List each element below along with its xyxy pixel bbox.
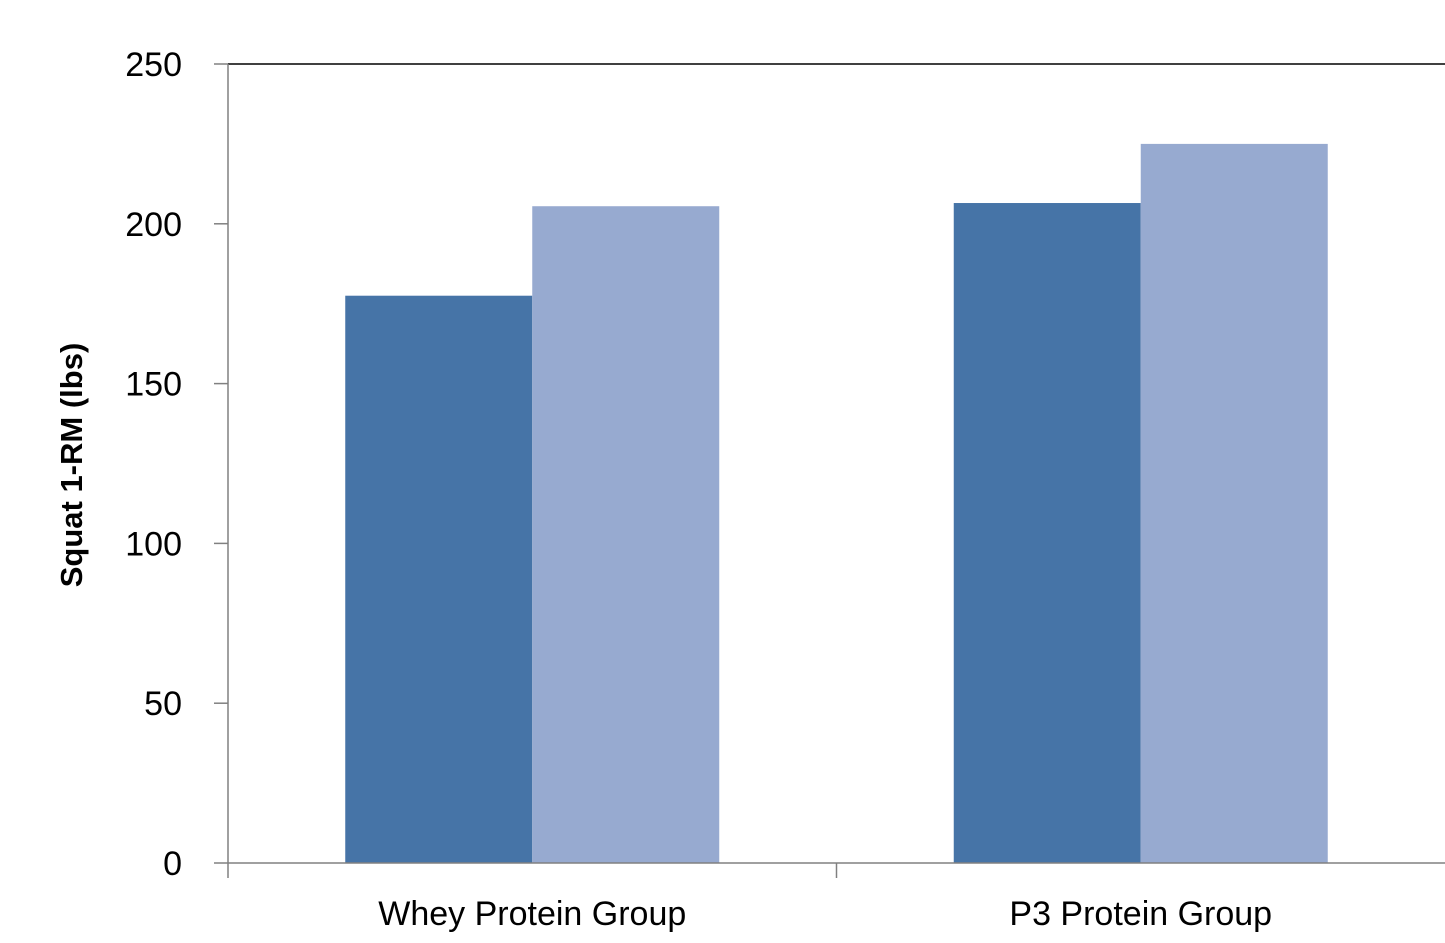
y-ticks-layer: 0 50 100 150 200 250 <box>125 46 228 883</box>
bars-layer <box>345 143 1328 864</box>
y-tick-label: 150 <box>125 366 182 404</box>
x-tick-label: P3 Protein Group <box>1009 895 1272 933</box>
y-tick-label: 0 <box>163 845 182 883</box>
bar-1-series-2 <box>532 206 720 864</box>
bar-2-series-1 <box>953 203 1141 863</box>
y-tick-label: 250 <box>125 46 182 84</box>
x-tick-label: Whey Protein Group <box>378 895 686 933</box>
y-tick-label: 50 <box>144 685 182 723</box>
y-tick-label: 200 <box>125 206 182 244</box>
bar-1-series-1 <box>345 295 533 864</box>
y-axis-title: Squat 1-RM (lbs) <box>54 343 89 588</box>
bar-2-series-2 <box>1140 143 1328 863</box>
x-ticks-layer: Whey Protein Group P3 Protein Group <box>227 863 1272 933</box>
y-tick-label: 100 <box>125 525 182 563</box>
